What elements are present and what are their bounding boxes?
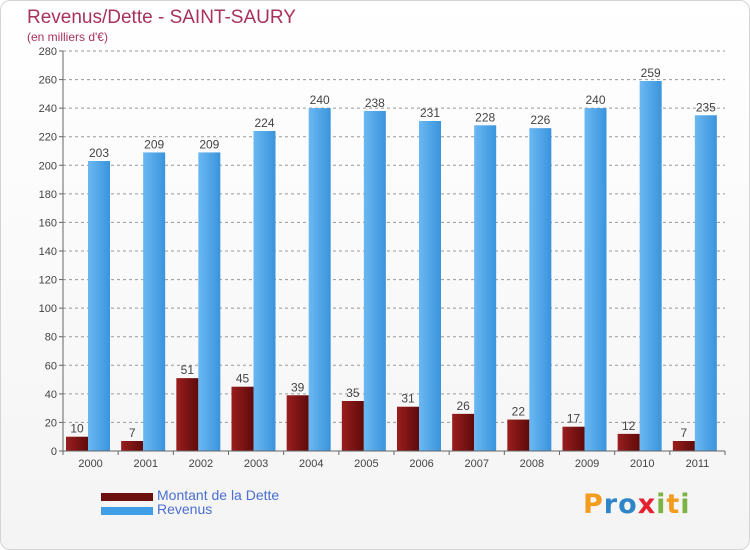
logo-letter: t bbox=[666, 489, 681, 520]
x-tick-label: 2002 bbox=[189, 458, 213, 470]
revenue-bar bbox=[474, 125, 497, 452]
y-tick-label: 200 bbox=[39, 160, 57, 172]
x-tick-label: 2001 bbox=[134, 458, 158, 470]
legend-swatch-revenue bbox=[101, 507, 153, 515]
bars: 10 203 7 209 51 209 45 224 39 240 35 238 31 231 26 228 2… bbox=[66, 66, 717, 452]
y-tick-label: 180 bbox=[39, 189, 57, 201]
x-tick-label: 2009 bbox=[575, 458, 599, 470]
debt-bar bbox=[617, 433, 640, 451]
y-tick-label: 60 bbox=[45, 360, 57, 372]
debt-value-label: 12 bbox=[622, 419, 636, 433]
logo-letter: P bbox=[583, 489, 604, 520]
logo-letter: r bbox=[603, 489, 619, 520]
revenue-bar bbox=[529, 128, 552, 451]
debt-value-label: 45 bbox=[236, 372, 250, 386]
legend-label-debt: Montant de la Dette bbox=[157, 487, 280, 503]
debt-value-label: 7 bbox=[129, 426, 136, 440]
revenue-value-label: 224 bbox=[254, 116, 274, 130]
chart-subtitle: (en milliers d'€) bbox=[27, 30, 108, 44]
revenue-value-label: 226 bbox=[530, 113, 550, 127]
debt-bar bbox=[231, 386, 254, 451]
y-tick-label: 160 bbox=[39, 217, 57, 229]
axes: 0 20 40 60 80 100 120 140 160 180 200 220 240 260 280 2… bbox=[39, 46, 726, 470]
debt-value-label: 22 bbox=[512, 405, 526, 419]
revenue-value-label: 240 bbox=[310, 93, 330, 107]
y-tick-label: 80 bbox=[45, 332, 57, 344]
y-tick-label: 140 bbox=[39, 246, 57, 258]
logo-letter: o bbox=[618, 489, 638, 520]
legend-label-revenue: Revenus bbox=[157, 501, 213, 517]
revenue-value-label: 235 bbox=[696, 100, 716, 114]
revenue-value-label: 238 bbox=[365, 96, 385, 110]
chart-title: Revenus/Dette - SAINT-SAURY bbox=[27, 7, 296, 28]
y-tick-label: 220 bbox=[39, 132, 57, 144]
revenue-bar bbox=[198, 152, 221, 451]
logo-letter: x bbox=[637, 489, 657, 520]
x-tick-label: 2007 bbox=[465, 458, 489, 470]
y-tick-label: 240 bbox=[39, 103, 57, 115]
debt-bar bbox=[341, 401, 364, 451]
grid-lines bbox=[63, 50, 725, 423]
x-tick-label: 2005 bbox=[354, 458, 378, 470]
revenue-value-label: 203 bbox=[89, 146, 109, 160]
x-tick-label: 2010 bbox=[630, 458, 654, 470]
debt-value-label: 35 bbox=[346, 386, 360, 400]
revenue-value-label: 259 bbox=[641, 66, 661, 80]
logo-letter: i bbox=[680, 489, 691, 520]
debt-bar bbox=[397, 406, 419, 451]
revenue-value-label: 209 bbox=[199, 137, 219, 151]
y-tick-label: 100 bbox=[39, 303, 57, 315]
x-tick-label: 2011 bbox=[686, 458, 710, 470]
logo-letter: i bbox=[656, 489, 667, 520]
debt-value-label: 10 bbox=[70, 422, 84, 436]
y-tick-label: 260 bbox=[39, 75, 57, 87]
revenue-bar bbox=[363, 111, 386, 451]
debt-value-label: 7 bbox=[680, 426, 687, 440]
debt-value-label: 39 bbox=[291, 380, 305, 394]
revenue-value-label: 231 bbox=[420, 106, 440, 120]
debt-value-label: 26 bbox=[456, 399, 470, 413]
y-tick-label: 280 bbox=[39, 46, 57, 58]
debt-value-label: 51 bbox=[181, 363, 195, 377]
legend-swatch-debt bbox=[101, 493, 153, 501]
y-tick-label: 120 bbox=[39, 275, 57, 287]
x-tick-label: 2008 bbox=[520, 458, 544, 470]
y-tick-label: 0 bbox=[51, 446, 57, 458]
debt-value-label: 17 bbox=[567, 412, 581, 426]
revenue-bar bbox=[584, 108, 607, 452]
x-tick-label: 2006 bbox=[409, 458, 433, 470]
y-tick-label: 20 bbox=[45, 417, 57, 429]
debt-bar bbox=[507, 419, 530, 451]
debt-bar bbox=[121, 441, 144, 451]
y-tick-label: 40 bbox=[45, 389, 57, 401]
debt-bar bbox=[452, 413, 475, 451]
revenue-bar bbox=[694, 115, 717, 452]
debt-bar bbox=[66, 436, 88, 451]
revenue-bar bbox=[253, 131, 276, 451]
revenue-bar bbox=[308, 108, 331, 452]
x-tick-label: 2004 bbox=[299, 458, 323, 470]
x-tick-label: 2000 bbox=[78, 458, 102, 470]
revenue-bar bbox=[88, 161, 110, 451]
debt-bar bbox=[672, 441, 695, 451]
revenue-value-label: 228 bbox=[475, 110, 495, 124]
debt-bar bbox=[286, 395, 309, 451]
revenue-value-label: 209 bbox=[144, 137, 164, 151]
debt-bar bbox=[176, 378, 199, 451]
debt-value-label: 31 bbox=[401, 392, 415, 406]
proxiti-logo: Proxiti bbox=[583, 489, 691, 520]
x-tick-label: 2003 bbox=[244, 458, 268, 470]
revenue-bar bbox=[143, 152, 166, 451]
revenue-bar bbox=[419, 121, 441, 451]
revenue-value-label: 240 bbox=[585, 93, 605, 107]
revenue-bar bbox=[639, 81, 662, 451]
debt-bar bbox=[562, 426, 585, 451]
